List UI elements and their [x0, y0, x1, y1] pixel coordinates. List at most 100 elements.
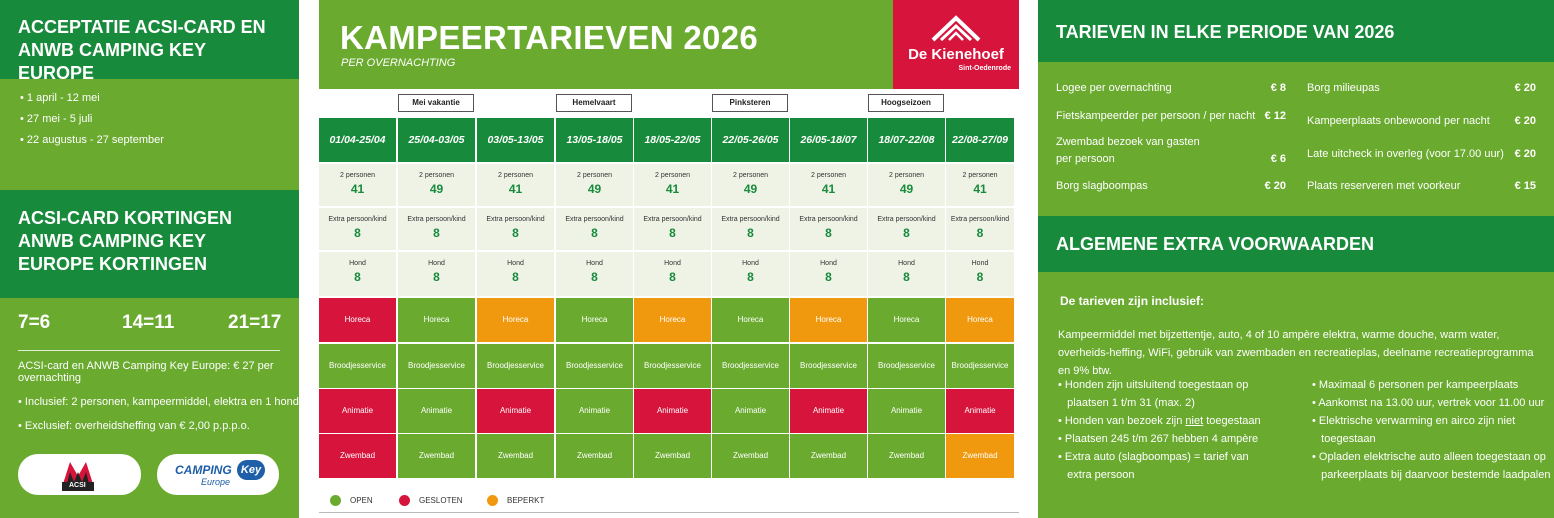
tariff-header: KAMPEERTARIEVEN 2026 PER OVERNACHTING [319, 0, 893, 89]
tariff-price: € 20 [1514, 82, 1536, 94]
price-value: 8 [354, 270, 361, 284]
facility-cell: Zwembad [790, 434, 867, 478]
tariff-price: € 12 [1264, 110, 1286, 122]
rule-item: • Inclusief: 2 personen, kampeermiddel, … [18, 396, 299, 408]
discount-14: 14=11 [122, 312, 175, 333]
legend-gesloten: GESLOTEN [419, 496, 463, 505]
price-label: 2 personen [888, 172, 925, 179]
condition-item: • Honden zijn uitsluitend toegestaan op … [1058, 379, 1249, 409]
facility-cell: Zwembad [946, 434, 1014, 478]
price-label: Extra persoon/kind [799, 216, 858, 223]
conditions-title: ALGEMENE EXTRA VOORWAARDEN [1056, 234, 1375, 254]
period-header: 26/05-18/07 [790, 118, 867, 162]
price-label: Extra persoon/kind [328, 216, 387, 223]
tariff-label: per persoon [1056, 153, 1115, 165]
holiday-label: Pinksteren [712, 94, 788, 112]
facility-cell: Animatie [556, 389, 633, 433]
price-value: 8 [976, 226, 984, 240]
price-value: 8 [433, 270, 440, 284]
tariff-price: € 15 [1514, 180, 1536, 192]
facility-cell: Zwembad [398, 434, 475, 478]
holiday-label: Mei vakantie [398, 94, 474, 112]
camping-key-logo: CAMPING Key Europe [157, 454, 279, 495]
tariff-label: Late uitcheck in overleg (voor 17.00 uur… [1307, 148, 1504, 160]
price-label: Extra persoon/kind [950, 216, 1010, 223]
price-cell: Hond 8 [398, 252, 475, 296]
facility-cell: Horeca [712, 298, 789, 342]
tariff-price: € 20 [1514, 115, 1536, 127]
legend-beperkt: BEPERKT [507, 496, 545, 505]
holiday-label: Hoogseizoen [868, 94, 944, 112]
price-cell: 2 personen 49 [398, 164, 475, 206]
price-cell: Hond 8 [556, 252, 633, 296]
price-value: 49 [587, 182, 602, 196]
tariff-price: € 6 [1270, 153, 1286, 165]
price-cell: Extra persoon/kind 8 [634, 208, 711, 250]
facility-cell: Horeca [634, 298, 711, 342]
price-label: 2 personen [497, 172, 534, 179]
price-label: Hond [664, 260, 681, 267]
tariffs-body [1038, 62, 1554, 216]
price-cell: Extra persoon/kind 8 [868, 208, 945, 250]
condition-item: • Extra auto (slagboompas) = tarief van … [1058, 451, 1249, 481]
facility-cell: Zwembad [712, 434, 789, 478]
price-cell: Hond 8 [712, 252, 789, 296]
facility-cell: Animatie [712, 389, 789, 433]
facility-cell: Horeca [398, 298, 475, 342]
brand-place: Sint-Oedenrode [958, 65, 1011, 72]
legend-open: OPEN [350, 496, 373, 505]
period-header: 22/08-27/09 [946, 118, 1014, 162]
price-label: Hond [742, 260, 759, 267]
key-logo-text: Key [237, 460, 265, 480]
page-subtitle: PER OVERNACHTING [341, 57, 456, 69]
facility-cell: Horeca [556, 298, 633, 342]
discount-header: ACSI-CARD KORTINGEN ANWB CAMPING KEY EUR… [0, 190, 299, 298]
tariff-label: Borg milieupas [1307, 82, 1380, 94]
price-value: 8 [512, 270, 519, 284]
acsi-logo: ACSI [18, 454, 141, 495]
acceptance-header: ACCEPTATIE ACSI-CARD EN ANWB CAMPING KEY… [0, 0, 299, 83]
acceptance-dates: • 1 april - 12 mei • 27 mei - 5 juli • 2… [0, 79, 299, 190]
price-value: 8 [669, 226, 676, 240]
price-cell: Hond 8 [868, 252, 945, 296]
price-label: Extra persoon/kind [486, 216, 545, 223]
price-value: 49 [743, 182, 758, 196]
price-value: 41 [821, 182, 836, 196]
left-panel: ACCEPTATIE ACSI-CARD EN ANWB CAMPING KEY… [0, 0, 299, 518]
price-cell: Extra persoon/kind 8 [712, 208, 789, 250]
price-value: 41 [973, 182, 987, 196]
price-label: Hond [898, 260, 915, 267]
tariff-label: Logee per overnachting [1056, 82, 1172, 94]
price-label: 2 personen [732, 172, 769, 179]
legend-open-icon [330, 495, 341, 506]
price-cell: Hond 8 [319, 252, 396, 296]
price-value: 49 [899, 182, 914, 196]
price-value: 8 [825, 226, 832, 240]
acceptance-title: ACCEPTATIE ACSI-CARD EN ANWB CAMPING KEY… [18, 17, 266, 83]
period-header: 03/05-13/05 [477, 118, 554, 162]
facility-cell: Animatie [790, 389, 867, 433]
price-label: 2 personen [654, 172, 691, 179]
price-value: 8 [354, 226, 361, 240]
price-value: 8 [903, 226, 910, 240]
tariff-price: € 8 [1270, 82, 1286, 94]
price-label: Extra persoon/kind [721, 216, 780, 223]
europe-logo-text: Europe [201, 477, 231, 487]
price-value: 8 [591, 226, 598, 240]
facility-cell: Animatie [868, 389, 945, 433]
facility-cell: Broodjesservice [634, 344, 711, 388]
divider [18, 350, 280, 351]
rules-list: ACSI-card en ANWB Camping Key Europe: € … [18, 360, 299, 432]
price-value: 49 [429, 182, 444, 196]
facility-cell: Horeca [868, 298, 945, 342]
price-value: 41 [350, 182, 365, 196]
dates-list: • 1 april - 12 mei • 27 mei - 5 juli • 2… [20, 92, 164, 146]
condition-item: • Elektrische verwarming en airco zijn n… [1312, 415, 1516, 445]
camping-logo-text: CAMPING [175, 463, 232, 477]
facility-cell: Animatie [477, 389, 554, 433]
price-value: 8 [433, 226, 440, 240]
price-value: 8 [976, 270, 984, 284]
price-cell: 2 personen 49 [868, 164, 945, 206]
facility-cell: Horeca [790, 298, 867, 342]
price-label: 2 personen [810, 172, 847, 179]
